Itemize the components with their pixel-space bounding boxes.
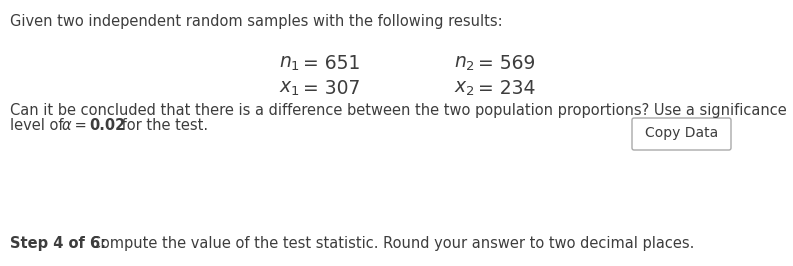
Text: $x_1$: $x_1$ <box>279 79 300 98</box>
Text: = 307: = 307 <box>303 79 360 98</box>
Text: $n_2$: $n_2$ <box>454 54 475 73</box>
Text: 0.02: 0.02 <box>89 118 125 133</box>
Text: Compute the value of the test statistic. Round your answer to two decimal places: Compute the value of the test statistic.… <box>86 236 695 251</box>
Text: $x_2$: $x_2$ <box>454 79 475 98</box>
Text: Copy Data: Copy Data <box>645 126 718 140</box>
Text: α: α <box>62 118 71 133</box>
Text: level of: level of <box>10 118 68 133</box>
Text: Can it be concluded that there is a difference between the two population propor: Can it be concluded that there is a diff… <box>10 103 787 118</box>
FancyBboxPatch shape <box>632 118 731 150</box>
Text: Step 4 of 6:: Step 4 of 6: <box>10 236 106 251</box>
Text: = 234: = 234 <box>478 79 535 98</box>
Text: =: = <box>70 118 91 133</box>
Text: = 651: = 651 <box>303 54 360 73</box>
Text: = 569: = 569 <box>478 54 535 73</box>
Text: for the test.: for the test. <box>117 118 208 133</box>
Text: Given two independent random samples with the following results:: Given two independent random samples wit… <box>10 14 503 29</box>
Text: $n_1$: $n_1$ <box>279 54 300 73</box>
